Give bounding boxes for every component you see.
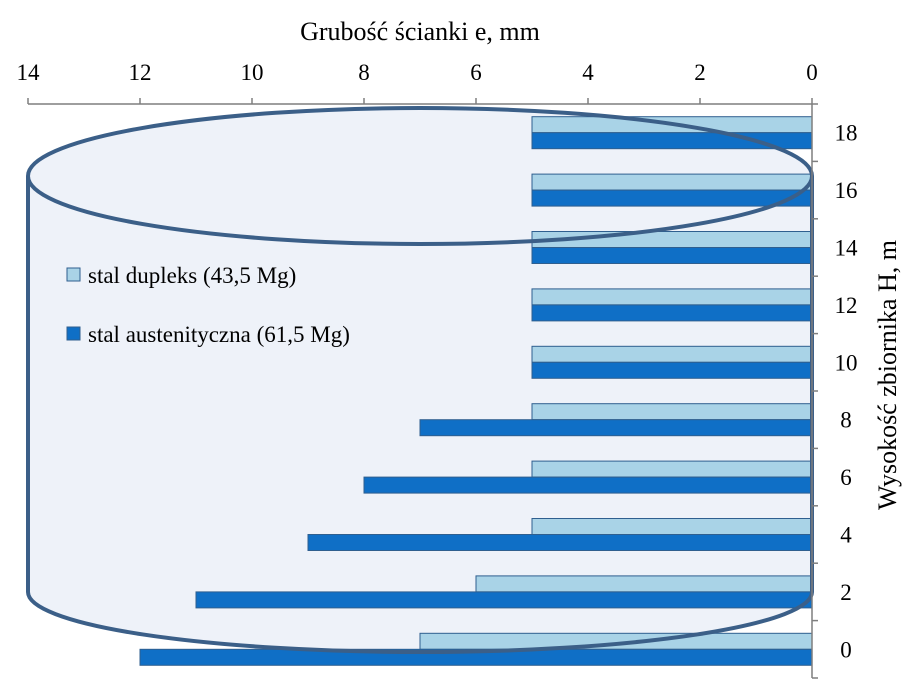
legend-swatch-duplex xyxy=(66,267,81,282)
bar-dupleks xyxy=(531,288,813,306)
y-tick-label: 16 xyxy=(835,178,858,203)
bar-austenityczna xyxy=(363,476,813,494)
y-tick-label: 4 xyxy=(840,523,852,548)
bar-austenityczna xyxy=(531,361,813,379)
bar-austenityczna xyxy=(307,534,813,551)
legend: stal dupleks (43,5 Mg) stal austenityczn… xyxy=(66,263,350,347)
y-tick-label: 10 xyxy=(835,350,858,375)
bar-austenityczna xyxy=(419,419,813,437)
bar-dupleks xyxy=(531,460,813,478)
legend-label-duplex: stal dupleks (43,5 Mg) xyxy=(88,263,296,288)
x-tick-label: 14 xyxy=(17,60,41,85)
x-axis-title: Grubość ścianki e, mm xyxy=(300,17,540,46)
x-tick-label: 0 xyxy=(806,60,818,85)
tank-outline-body xyxy=(26,176,814,654)
y-tick-label: 2 xyxy=(840,580,852,605)
y-tick-label: 0 xyxy=(840,637,852,662)
bar-austenityczna xyxy=(195,591,813,609)
y-ticks: 0 2 4 6 8 10 12 14 16 18 xyxy=(812,103,859,679)
bar-austenityczna xyxy=(531,247,813,264)
bar-austenityczna xyxy=(531,304,813,322)
x-tick-label: 6 xyxy=(470,60,482,85)
bar-dupleks xyxy=(531,345,813,363)
y-axis-title: Wysokość zbiornika H, m xyxy=(873,240,902,510)
x-tick-label: 8 xyxy=(358,60,370,85)
x-tick-label: 2 xyxy=(694,60,706,85)
y-tick-label: 6 xyxy=(840,465,852,490)
bar-dupleks xyxy=(531,173,813,191)
y-tick-label: 12 xyxy=(835,293,858,318)
bar-dupleks xyxy=(419,632,813,650)
x-ticks: 14 12 10 8 6 4 2 0 xyxy=(17,60,818,104)
x-tick-label: 10 xyxy=(241,60,264,85)
x-tick-label: 4 xyxy=(582,60,594,85)
bar-austenityczna xyxy=(531,189,813,207)
y-tick-label: 8 xyxy=(840,408,852,433)
y-tick-label: 14 xyxy=(835,236,859,261)
bars xyxy=(139,116,813,666)
y-tick-label: 18 xyxy=(835,121,858,146)
bar-dupleks xyxy=(475,575,813,593)
legend-label-austenitic: stal austenityczna (61,5 Mg) xyxy=(88,322,350,347)
bar-dupleks xyxy=(531,518,813,535)
bar-dupleks xyxy=(531,403,813,421)
x-tick-label: 12 xyxy=(129,60,152,85)
legend-swatch-austenitic xyxy=(66,326,81,341)
